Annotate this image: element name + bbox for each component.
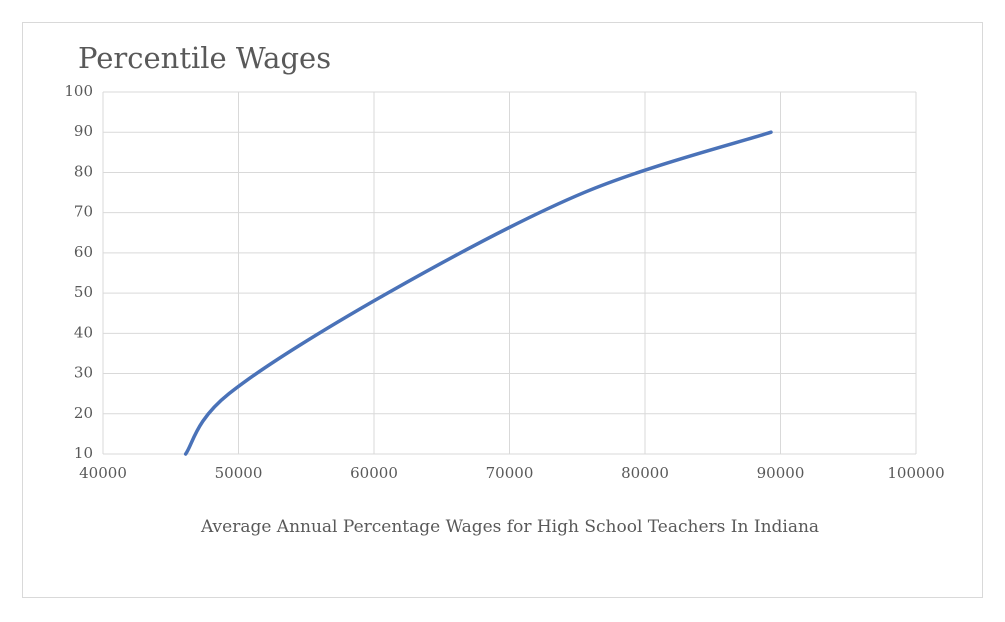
y-tick-label: 90	[74, 122, 93, 140]
x-tick-label: 70000	[486, 464, 534, 482]
y-tick-label: 10	[74, 444, 93, 462]
x-axis-title: Average Annual Percentage Wages for High…	[200, 517, 820, 537]
chart-border	[22, 22, 983, 598]
x-tick-label: 60000	[350, 464, 398, 482]
y-tick-label: 30	[74, 364, 93, 382]
data-line	[183, 130, 773, 456]
x-tick-label: 50000	[215, 464, 263, 482]
x-tick-label: 40000	[79, 464, 127, 482]
y-tick-label: 100	[64, 82, 93, 100]
x-tick-label: 100000	[887, 464, 944, 482]
y-tick-label: 60	[74, 243, 93, 261]
x-tick-label: 80000	[621, 464, 669, 482]
y-tick-label: 50	[74, 283, 93, 301]
y-tick-label: 80	[74, 162, 93, 180]
y-tick-label: 20	[74, 404, 93, 422]
y-tick-label: 40	[74, 323, 93, 341]
chart-title: Percentile Wages	[78, 41, 331, 75]
y-tick-label: 70	[74, 203, 93, 221]
x-tick-label: 90000	[757, 464, 805, 482]
